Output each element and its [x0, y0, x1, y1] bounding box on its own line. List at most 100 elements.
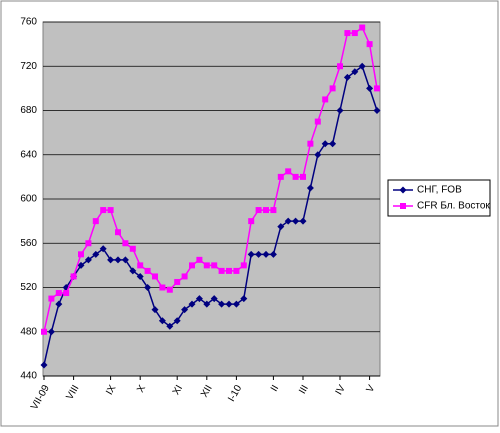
marker — [99, 245, 107, 253]
marker — [40, 361, 48, 369]
marker — [173, 317, 181, 325]
marker — [307, 140, 314, 147]
marker — [306, 184, 314, 192]
marker — [329, 85, 336, 92]
marker — [366, 84, 374, 92]
marker — [166, 286, 173, 293]
marker — [159, 284, 166, 291]
y-tick-label: 440 — [20, 371, 37, 382]
marker — [121, 256, 129, 264]
legend-box — [387, 179, 491, 217]
marker — [321, 140, 329, 148]
marker — [358, 62, 366, 70]
marker — [129, 245, 136, 252]
marker — [314, 151, 322, 159]
marker — [55, 300, 63, 308]
marker — [322, 96, 329, 103]
marker — [277, 173, 284, 180]
marker — [55, 290, 62, 297]
marker — [63, 290, 70, 297]
y-tick-label: 600 — [20, 194, 37, 205]
marker — [366, 41, 373, 48]
marker — [374, 85, 380, 92]
marker — [292, 173, 299, 180]
y-tick-label: 760 — [20, 17, 37, 28]
marker — [166, 322, 174, 330]
marker — [255, 250, 263, 258]
marker — [196, 256, 203, 263]
x-tick-label: II — [269, 383, 281, 393]
y-tick-label: 520 — [20, 282, 37, 293]
marker — [77, 261, 85, 269]
marker — [70, 273, 77, 280]
marker — [263, 207, 269, 214]
marker — [233, 267, 240, 274]
marker — [47, 328, 55, 336]
marker — [226, 267, 232, 274]
marker — [203, 262, 210, 269]
marker — [336, 107, 344, 114]
marker — [188, 300, 196, 308]
legend-label: CFR Бл. Восток — [417, 201, 490, 212]
marker — [144, 284, 152, 291]
marker — [92, 250, 100, 258]
marker — [218, 267, 225, 274]
marker — [181, 273, 188, 280]
marker — [78, 251, 84, 258]
marker — [232, 300, 240, 308]
marker — [218, 300, 226, 308]
marker — [100, 207, 107, 214]
marker — [359, 24, 366, 31]
marker — [277, 223, 285, 231]
marker — [84, 256, 92, 264]
marker — [181, 306, 189, 314]
y-tick-label: 680 — [20, 105, 37, 116]
marker — [240, 295, 248, 303]
y-tick-label: 560 — [20, 238, 37, 249]
marker — [107, 207, 114, 214]
marker — [255, 207, 262, 214]
marker — [203, 300, 211, 308]
series-line — [43, 26, 378, 332]
x-tick-label: V — [365, 383, 378, 395]
marker — [114, 256, 122, 264]
marker — [122, 240, 129, 247]
series-line — [43, 65, 378, 366]
legend-marker — [399, 186, 407, 194]
marker — [151, 306, 159, 314]
x-tick-label: X — [135, 383, 148, 395]
marker — [152, 273, 158, 280]
marker — [48, 295, 55, 302]
marker — [189, 262, 195, 269]
x-tick-label: XII — [199, 383, 215, 399]
marker — [314, 118, 321, 125]
marker — [373, 107, 381, 114]
marker — [269, 250, 277, 258]
marker — [329, 140, 337, 148]
y-tick-label: 640 — [20, 149, 37, 160]
marker — [136, 272, 144, 280]
marker — [351, 68, 359, 76]
marker — [270, 207, 277, 214]
marker — [211, 262, 218, 269]
marker — [343, 73, 351, 81]
marker — [247, 250, 255, 258]
marker — [299, 217, 307, 225]
marker — [115, 229, 121, 236]
marker — [174, 278, 181, 285]
marker — [137, 262, 144, 269]
marker — [337, 63, 343, 70]
marker — [292, 217, 300, 225]
y-tick-label: 480 — [20, 326, 37, 337]
marker — [344, 30, 351, 37]
marker — [144, 267, 151, 274]
marker — [210, 295, 218, 303]
marker — [240, 262, 247, 269]
marker — [85, 240, 92, 247]
marker — [225, 300, 233, 308]
marker — [285, 168, 292, 175]
legend-marker — [400, 203, 406, 209]
marker — [284, 217, 292, 225]
marker — [351, 30, 358, 37]
